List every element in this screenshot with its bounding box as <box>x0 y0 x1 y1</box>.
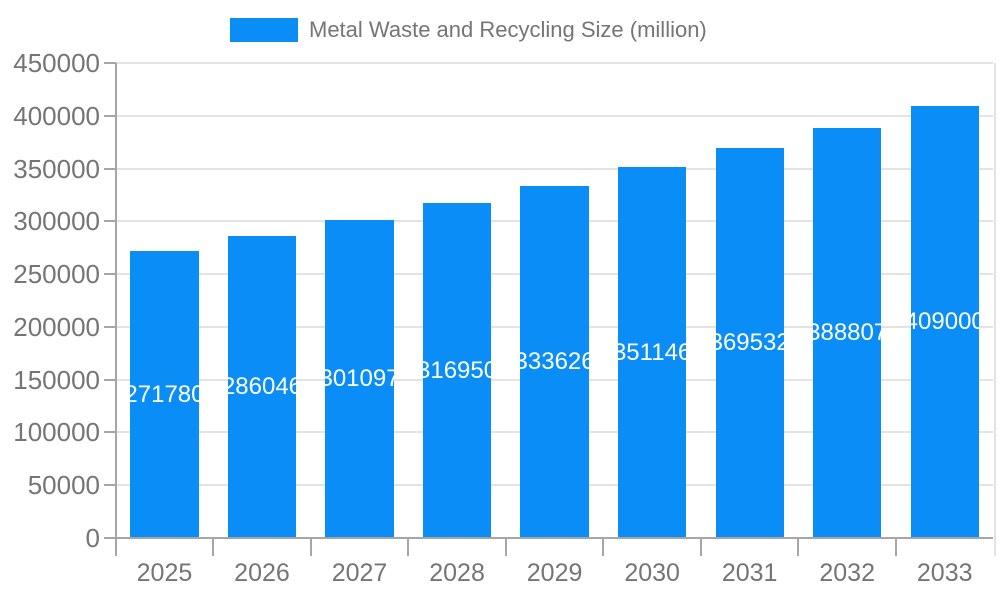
y-tick-label: 0 <box>85 523 100 553</box>
bar-2027[interactable]: 301097 <box>325 220 394 538</box>
bar-2030[interactable]: 351146 <box>617 167 687 538</box>
chart-legend: Metal Waste and Recycling Size (million) <box>230 17 707 43</box>
x-tick-label-2029: 2029 <box>526 559 583 587</box>
x-tick-label-2025: 2025 <box>136 559 193 587</box>
x-axis-tick <box>504 538 507 556</box>
x-axis-tick <box>894 538 897 556</box>
bar-value-label: 388807 <box>813 318 882 346</box>
y-axis-tick <box>103 273 116 276</box>
bar-value-label: 286046 <box>227 373 297 401</box>
y-axis-tick <box>103 431 116 434</box>
bar-value-label: 316950 <box>422 356 492 384</box>
bar-value-label: 271780 <box>130 380 199 408</box>
y-axis-tick <box>103 378 116 381</box>
y-axis-line <box>114 63 117 556</box>
x-tick-label-2031: 2031 <box>721 559 778 587</box>
bar-value-label: 333626 <box>520 347 589 375</box>
bar-2026[interactable]: 286046 <box>227 236 297 538</box>
bar-value-label: 351146 <box>617 338 687 366</box>
y-tick-label: 250000 <box>13 259 100 290</box>
x-tick-label-2027: 2027 <box>331 559 388 587</box>
y-tick-label: 100000 <box>13 417 100 448</box>
x-axis-tick <box>602 538 605 556</box>
x-tick-label-2030: 2030 <box>624 559 680 587</box>
x-axis-line <box>103 537 994 539</box>
y-axis-tick <box>103 167 116 170</box>
legend-label: Metal Waste and Recycling Size (million) <box>309 17 707 42</box>
bar-2028[interactable]: 316950 <box>422 203 492 538</box>
bar-value-label: 409000 <box>910 308 979 336</box>
x-axis-tick <box>407 538 410 556</box>
y-tick-label: 200000 <box>13 311 100 342</box>
x-axis-tick <box>309 538 312 556</box>
bar-2032[interactable]: 388807 <box>813 127 882 538</box>
x-tick-label-2032: 2032 <box>819 559 875 587</box>
bar-value-label: 301097 <box>325 365 394 393</box>
x-tick-label-2028: 2028 <box>429 559 485 587</box>
gridline <box>115 114 994 117</box>
gridline <box>115 62 994 64</box>
plot-right-border <box>993 63 996 556</box>
legend-swatch-icon <box>230 18 298 42</box>
bar-2029[interactable]: 333626 <box>520 185 589 538</box>
x-axis-tick <box>212 538 215 556</box>
bar-value-label: 369532 <box>715 328 784 356</box>
y-tick-label: 50000 <box>27 470 100 501</box>
y-tick-label: 300000 <box>13 206 100 237</box>
x-axis-tick <box>699 538 702 556</box>
y-tick-label: 350000 <box>13 153 100 184</box>
y-tick-label: 400000 <box>13 100 100 131</box>
legend-item[interactable]: Metal Waste and Recycling Size (million) <box>230 17 707 43</box>
bar-2031[interactable]: 369532 <box>715 147 784 538</box>
y-tick-label: 150000 <box>13 364 100 395</box>
x-tick-label-2033: 2033 <box>916 559 973 587</box>
y-axis-tick <box>103 220 116 223</box>
y-axis-tick <box>103 62 116 64</box>
y-axis-tick <box>103 325 116 328</box>
y-tick-label: 450000 <box>13 48 100 78</box>
bar-2025[interactable]: 271780 <box>130 251 199 538</box>
y-axis-tick <box>103 484 116 487</box>
x-tick-label-2026: 2026 <box>234 559 290 587</box>
gridline <box>115 167 994 170</box>
y-axis-tick <box>103 114 116 117</box>
x-axis-tick <box>797 538 800 556</box>
bar-2033[interactable]: 409000 <box>910 106 979 538</box>
